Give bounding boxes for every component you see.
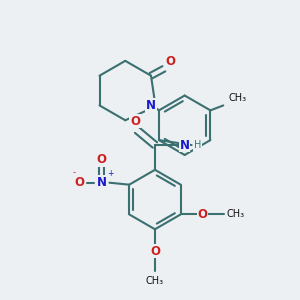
Text: N: N — [97, 176, 106, 189]
Text: O: O — [197, 208, 208, 221]
Text: +: + — [107, 169, 114, 178]
Text: CH₃: CH₃ — [226, 209, 244, 219]
Text: H: H — [194, 140, 201, 150]
Text: O: O — [130, 115, 140, 128]
Text: O: O — [166, 55, 176, 68]
Text: N: N — [180, 139, 190, 152]
Text: O: O — [97, 153, 106, 167]
Text: N: N — [146, 99, 156, 112]
Text: CH₃: CH₃ — [228, 94, 246, 103]
Text: -: - — [72, 168, 75, 177]
Text: O: O — [75, 176, 85, 189]
Text: O: O — [150, 244, 160, 258]
Text: CH₃: CH₃ — [146, 276, 164, 286]
